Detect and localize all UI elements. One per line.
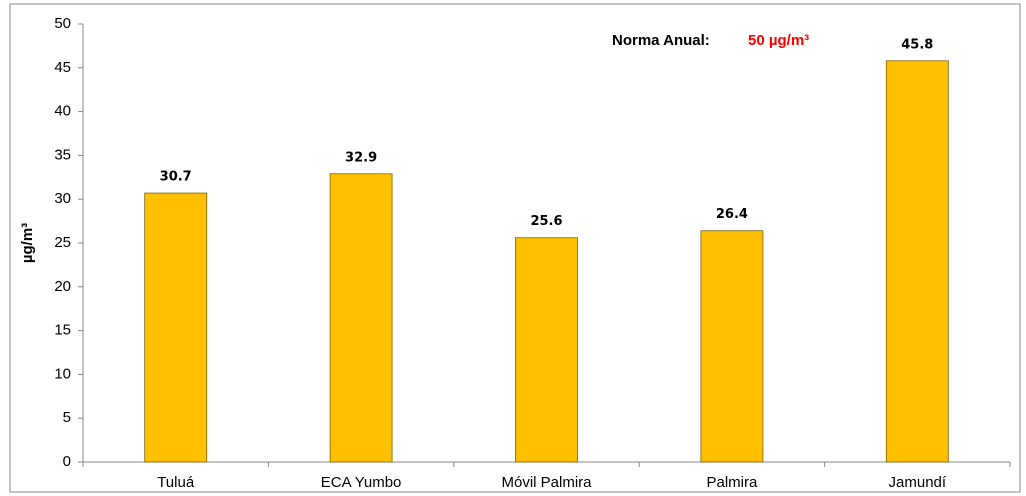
y-tick-label: 25 (54, 234, 71, 251)
y-tick-label: 15 (54, 322, 71, 339)
data-label: 45.8 (901, 37, 933, 52)
y-tick-label: 5 (63, 409, 71, 426)
bar (144, 192, 208, 463)
x-tick-label: Tuluá (157, 474, 195, 491)
bar (329, 173, 393, 463)
x-tick-label: ECA Yumbo (321, 474, 402, 491)
data-label: 32.9 (345, 150, 377, 165)
annotation-text: Norma Anual: (612, 32, 710, 49)
y-tick-label: 50 (54, 15, 71, 32)
y-tick-label: 40 (54, 103, 71, 120)
bar (515, 237, 578, 463)
data-label: 26.4 (716, 207, 748, 222)
x-tick-label: Palmira (706, 474, 758, 491)
y-tick-label: 30 (54, 190, 71, 207)
x-tick-label: Móvil Palmira (501, 474, 592, 491)
y-tick-label: 10 (54, 365, 71, 382)
y-tick-label: 0 (63, 453, 71, 470)
data-label: 30.7 (160, 170, 192, 185)
y-tick-label: 20 (54, 278, 71, 295)
annotation-value: 50 µg/m³ (748, 32, 809, 49)
bar (885, 60, 949, 463)
bar (700, 230, 764, 463)
x-tick-label: Jamundí (889, 474, 947, 491)
data-label: 25.6 (530, 214, 562, 229)
y-tick-label: 35 (54, 146, 71, 163)
y-axis-label: µg/m³ (19, 223, 36, 263)
y-tick-label: 45 (54, 59, 71, 76)
